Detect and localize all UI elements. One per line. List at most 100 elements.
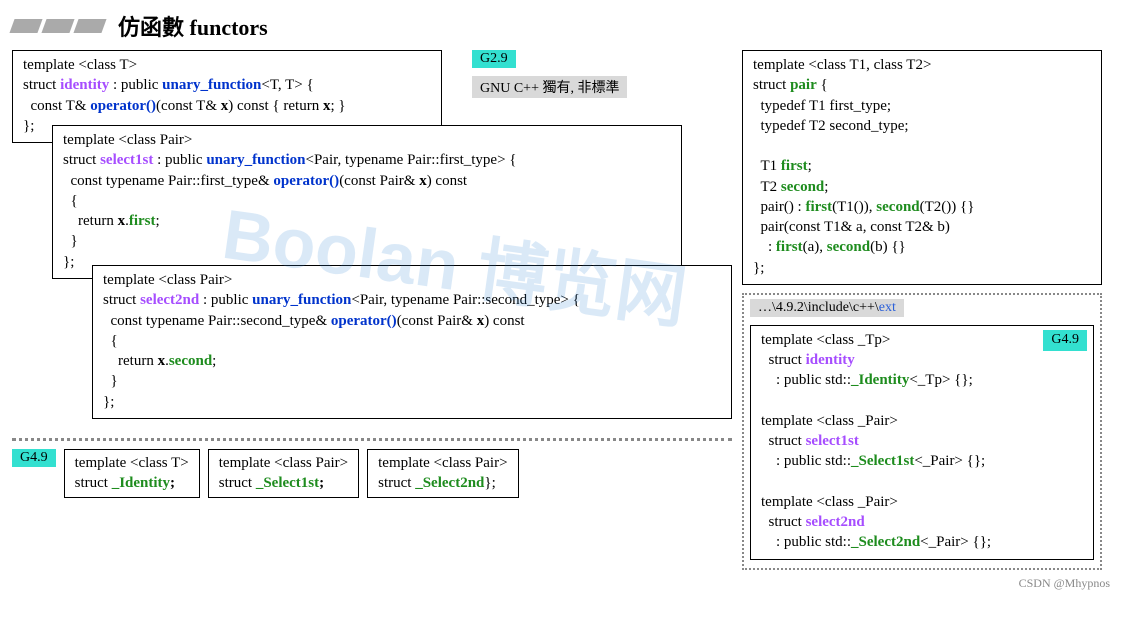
line: template <class T1, class T2> — [753, 57, 931, 73]
divider-dashed — [12, 438, 732, 441]
op: operator() — [90, 98, 156, 114]
t: pair(const T1& a, const T2& b) — [753, 219, 950, 235]
t: }; — [63, 254, 74, 270]
line: template <class _Pair> — [761, 494, 898, 510]
t: T1 — [753, 158, 777, 174]
right-column: template <class T1, class T2> struct pai… — [742, 50, 1102, 570]
t: }; — [23, 118, 34, 134]
line: template <class T> — [75, 455, 189, 471]
tag-stack: G2.9 GNU C++ 獨有, 非標準 — [472, 50, 627, 102]
t: ; — [212, 353, 216, 369]
attribution: CSDN @Mhypnos — [12, 576, 1110, 591]
t: struct — [219, 475, 252, 491]
x: x — [419, 173, 427, 189]
base: _Select2nd — [851, 534, 920, 550]
m: second — [876, 199, 919, 215]
title-row: 仿函數 functors — [12, 10, 1110, 42]
line: template <class Pair> — [63, 132, 192, 148]
t: : public — [113, 77, 158, 93]
title-bars — [12, 19, 104, 33]
title-cn: 仿函數 — [118, 15, 184, 40]
name: identity — [806, 352, 855, 368]
t: <Pair, typename Pair::second_type> { — [351, 292, 579, 308]
name: select1st — [100, 152, 153, 168]
t: typedef T2 second_type; — [753, 118, 909, 134]
name: select2nd — [140, 292, 199, 308]
x: x — [118, 213, 126, 229]
t: <T, T> { — [261, 77, 313, 93]
t: } — [63, 233, 78, 249]
t: struct — [378, 475, 411, 491]
code-select2nd: template <class Pair> struct select2nd :… — [92, 265, 732, 419]
t: ) const — [484, 313, 524, 329]
line: template <class Pair> — [103, 272, 232, 288]
tag-gnu: GNU C++ 獨有, 非標準 — [472, 76, 627, 98]
t: typedef T1 first_type; — [753, 98, 891, 114]
t: struct — [75, 475, 108, 491]
kw: struct — [103, 292, 136, 308]
t: ) const { return — [228, 98, 319, 114]
name: select2nd — [806, 514, 865, 530]
t: : public std:: — [761, 372, 851, 388]
tag-g29: G2.9 — [472, 50, 516, 68]
t: : — [753, 239, 772, 255]
line: template <class _Tp> — [761, 332, 890, 348]
base: unary_function — [252, 292, 351, 308]
kw: struct — [63, 152, 96, 168]
t: struct — [761, 433, 802, 449]
base: _Identity — [851, 372, 909, 388]
ext-path: …\4.9.2\include\c++\ext — [750, 299, 1094, 321]
t: : public std:: — [761, 534, 851, 550]
m: first — [805, 199, 832, 215]
name: select1st — [806, 433, 859, 449]
t: return — [63, 213, 114, 229]
tag-g49: G4.9 — [12, 449, 56, 467]
base: unary_function — [206, 152, 305, 168]
x: x — [158, 353, 166, 369]
t: struct — [761, 352, 802, 368]
ext-panel: …\4.9.2\include\c++\ext G4.9 template <c… — [742, 293, 1102, 570]
bar-icon — [73, 19, 106, 33]
bar-icon — [41, 19, 74, 33]
t: { — [103, 333, 118, 349]
t: <_Tp> {}; — [909, 372, 972, 388]
member: first — [129, 213, 156, 229]
code-ext: G4.9 template <class _Tp> struct identit… — [750, 325, 1094, 560]
name: _Select2nd — [415, 475, 484, 491]
line: template <class T> — [23, 57, 137, 73]
kw: struct — [753, 77, 786, 93]
t: <_Pair> {}; — [914, 453, 985, 469]
m: first — [776, 239, 803, 255]
member: second — [169, 353, 212, 369]
t: : public — [157, 152, 202, 168]
t: ) const — [427, 173, 467, 189]
left-column: template <class T> struct identity : pub… — [12, 50, 732, 498]
page-title: 仿函數 functors — [118, 10, 268, 42]
bar-icon — [9, 19, 42, 33]
line: template <class _Pair> — [761, 413, 898, 429]
kw: struct — [23, 77, 56, 93]
name: _Identity — [112, 475, 170, 491]
code-pair: template <class T1, class T2> struct pai… — [742, 50, 1102, 285]
member: first — [781, 158, 808, 174]
name: identity — [60, 77, 109, 93]
t: const typename Pair::second_type& — [103, 313, 327, 329]
path-text: …\4.9.2\include\c++\ — [758, 300, 879, 315]
m: second — [827, 239, 870, 255]
t: }; — [484, 475, 495, 491]
t: const typename Pair::first_type& — [63, 173, 270, 189]
path-ext: ext — [879, 300, 896, 315]
t: struct — [761, 514, 802, 530]
t: (T1()), — [832, 199, 872, 215]
t: } — [103, 373, 118, 389]
t: <_Pair> {}; — [920, 534, 991, 550]
t: (a), — [803, 239, 823, 255]
t: (b) {} — [870, 239, 906, 255]
t: ; } — [330, 98, 345, 114]
base: unary_function — [162, 77, 261, 93]
t: }; — [103, 394, 114, 410]
t: { — [63, 193, 78, 209]
code-bottom-select1st: template <class Pair> struct _Select1st; — [208, 449, 359, 498]
line: template <class Pair> — [219, 455, 348, 471]
title-en: functors — [190, 15, 268, 40]
